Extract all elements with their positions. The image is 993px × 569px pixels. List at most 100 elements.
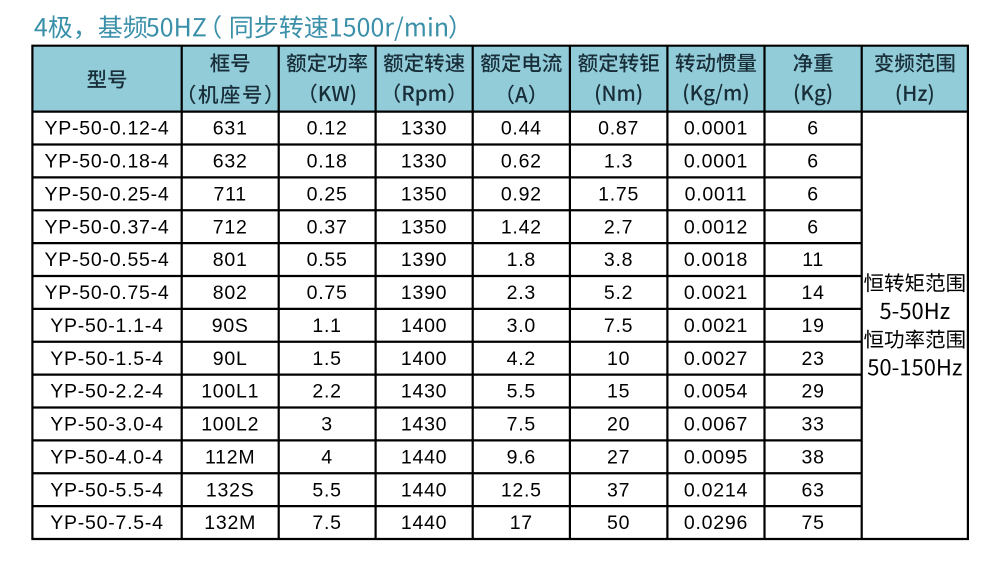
svg-text:YP-50-5.5-4: YP-50-5.5-4 xyxy=(50,479,163,501)
svg-text:0.0001: 0.0001 xyxy=(684,151,748,173)
svg-text:132M: 132M xyxy=(204,512,256,534)
svg-text:1.3: 1.3 xyxy=(604,151,633,173)
svg-text:5.2: 5.2 xyxy=(604,282,633,304)
svg-text:801: 801 xyxy=(213,249,248,271)
svg-text:1.42: 1.42 xyxy=(501,216,542,238)
svg-text:1440: 1440 xyxy=(401,512,447,534)
svg-text:3.0: 3.0 xyxy=(507,315,536,337)
svg-text:0.18: 0.18 xyxy=(307,151,348,173)
svg-text:632: 632 xyxy=(213,151,248,173)
svg-text:0.12: 0.12 xyxy=(307,118,348,140)
svg-text:1440: 1440 xyxy=(401,446,447,468)
svg-text:802: 802 xyxy=(213,282,248,304)
svg-text:1430: 1430 xyxy=(401,381,447,403)
svg-text:100L1: 100L1 xyxy=(201,381,259,403)
svg-text:0.0095: 0.0095 xyxy=(684,446,748,468)
svg-text:0.0067: 0.0067 xyxy=(684,414,748,436)
svg-text:0.0001: 0.0001 xyxy=(684,118,748,140)
svg-text:YP-50-7.5-4: YP-50-7.5-4 xyxy=(50,512,163,534)
svg-text:YP-50-2.2-4: YP-50-2.2-4 xyxy=(50,381,163,403)
svg-text:112M: 112M xyxy=(205,446,255,468)
svg-text:3: 3 xyxy=(321,414,333,436)
svg-text:19: 19 xyxy=(801,315,824,337)
svg-text:4.2: 4.2 xyxy=(507,348,536,370)
svg-text:33: 33 xyxy=(801,414,824,436)
svg-text:6: 6 xyxy=(807,216,819,238)
svg-text:1.1: 1.1 xyxy=(312,315,341,337)
svg-text:9.6: 9.6 xyxy=(507,446,536,468)
svg-text:1430: 1430 xyxy=(401,414,447,436)
svg-text:1330: 1330 xyxy=(401,118,447,140)
svg-text:1.8: 1.8 xyxy=(507,249,536,271)
svg-text:1.5: 1.5 xyxy=(312,348,341,370)
svg-text:0.0054: 0.0054 xyxy=(684,381,748,403)
svg-text:23: 23 xyxy=(801,348,824,370)
svg-text:27: 27 xyxy=(607,446,630,468)
svg-text:YP-50-0.55-4: YP-50-0.55-4 xyxy=(45,249,170,271)
svg-text:0.62: 0.62 xyxy=(501,151,542,173)
svg-text:1350: 1350 xyxy=(401,216,447,238)
svg-text:7.5: 7.5 xyxy=(604,315,633,337)
svg-text:6: 6 xyxy=(807,151,819,173)
svg-text:YP-50-3.0-4: YP-50-3.0-4 xyxy=(50,414,163,436)
svg-text:1330: 1330 xyxy=(401,151,447,173)
svg-text:100L2: 100L2 xyxy=(201,414,259,436)
svg-text:29: 29 xyxy=(801,381,824,403)
svg-text:YP-50-0.18-4: YP-50-0.18-4 xyxy=(45,151,170,173)
svg-text:2.2: 2.2 xyxy=(312,381,341,403)
svg-text:37: 37 xyxy=(607,479,630,501)
svg-text:YP-50-0.75-4: YP-50-0.75-4 xyxy=(45,282,170,304)
svg-text:1390: 1390 xyxy=(401,282,447,304)
svg-text:0.0027: 0.0027 xyxy=(684,348,748,370)
svg-text:712: 712 xyxy=(213,216,248,238)
svg-text:0.0021: 0.0021 xyxy=(684,315,748,337)
svg-text:17: 17 xyxy=(510,512,533,534)
svg-text:50: 50 xyxy=(607,512,630,534)
svg-text:1400: 1400 xyxy=(401,315,447,337)
svg-text:631: 631 xyxy=(213,118,248,140)
svg-text:711: 711 xyxy=(214,183,247,205)
svg-text:0.44: 0.44 xyxy=(501,118,542,140)
svg-text:0.0018: 0.0018 xyxy=(684,249,748,271)
svg-text:0.75: 0.75 xyxy=(307,282,348,304)
svg-text:2.3: 2.3 xyxy=(507,282,536,304)
svg-text:1390: 1390 xyxy=(401,249,447,271)
svg-text:90S: 90S xyxy=(212,315,249,337)
svg-text:1350: 1350 xyxy=(401,183,447,205)
svg-text:0.0296: 0.0296 xyxy=(684,512,748,534)
svg-text:0.0012: 0.0012 xyxy=(684,216,748,238)
svg-text:6: 6 xyxy=(807,118,819,140)
svg-text:75: 75 xyxy=(801,512,824,534)
svg-text:0.25: 0.25 xyxy=(307,183,348,205)
svg-text:14: 14 xyxy=(801,282,824,304)
svg-text:11: 11 xyxy=(802,249,824,271)
svg-text:0.37: 0.37 xyxy=(307,216,348,238)
svg-text:YP-50-4.0-4: YP-50-4.0-4 xyxy=(50,446,163,468)
svg-text:YP-50-1.5-4: YP-50-1.5-4 xyxy=(50,348,163,370)
svg-text:0.0214: 0.0214 xyxy=(684,479,748,501)
svg-text:0.55: 0.55 xyxy=(307,249,348,271)
svg-text:5.5: 5.5 xyxy=(507,381,536,403)
svg-text:4: 4 xyxy=(321,446,333,468)
svg-text:3.8: 3.8 xyxy=(604,249,633,271)
svg-text:0.87: 0.87 xyxy=(598,118,639,140)
svg-text:YP-50-0.25-4: YP-50-0.25-4 xyxy=(45,183,170,205)
svg-text:YP-50-0.12-4: YP-50-0.12-4 xyxy=(45,118,170,140)
svg-text:63: 63 xyxy=(801,479,824,501)
svg-text:7.5: 7.5 xyxy=(507,414,536,436)
svg-text:10: 10 xyxy=(607,348,630,370)
svg-text:1.75: 1.75 xyxy=(598,183,639,205)
svg-text:38: 38 xyxy=(801,446,824,468)
svg-text:5.5: 5.5 xyxy=(312,479,341,501)
svg-text:6: 6 xyxy=(807,183,819,205)
svg-text:15: 15 xyxy=(607,381,630,403)
svg-text:132S: 132S xyxy=(206,479,255,501)
svg-text:0.0021: 0.0021 xyxy=(684,282,748,304)
svg-text:1400: 1400 xyxy=(401,348,447,370)
svg-text:0.0011: 0.0011 xyxy=(685,183,748,205)
svg-text:YP-50-0.37-4: YP-50-0.37-4 xyxy=(45,216,170,238)
svg-text:20: 20 xyxy=(607,414,630,436)
svg-text:2.7: 2.7 xyxy=(604,216,633,238)
svg-text:YP-50-1.1-4: YP-50-1.1-4 xyxy=(50,315,163,337)
svg-text:1440: 1440 xyxy=(401,479,447,501)
